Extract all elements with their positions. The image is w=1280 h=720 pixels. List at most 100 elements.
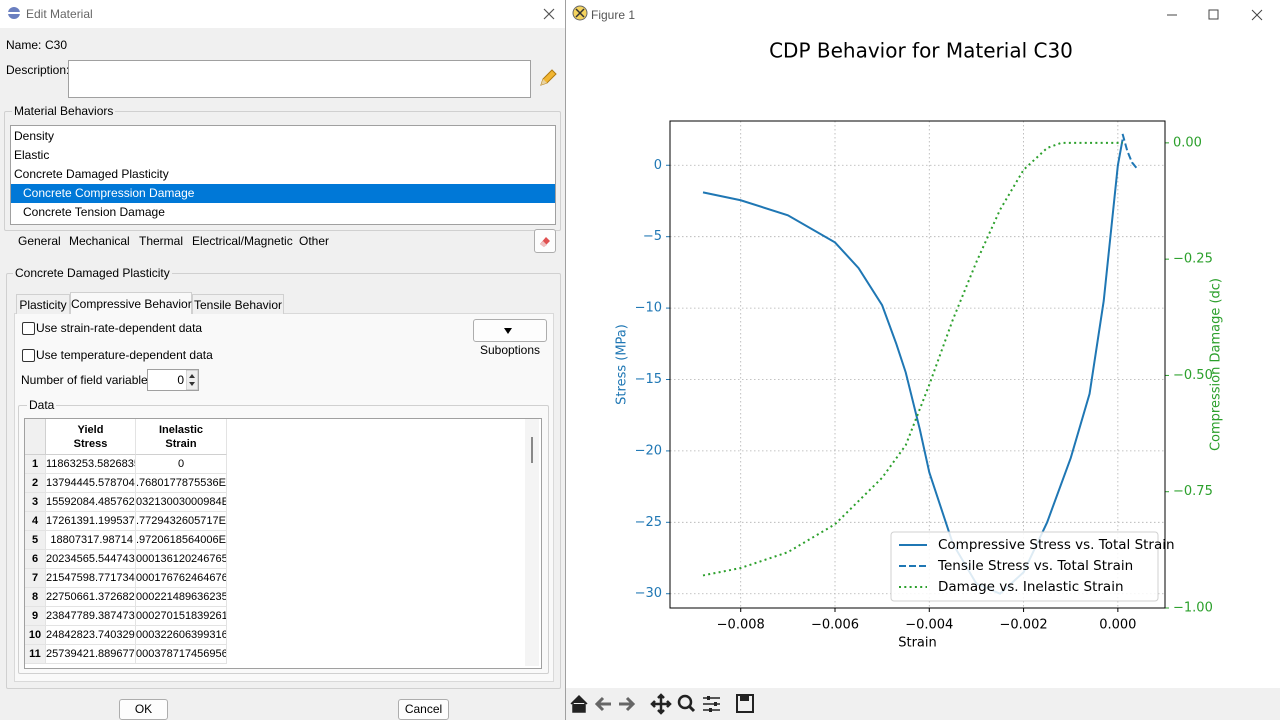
- name-label: Name:: [6, 38, 42, 52]
- x-axis-label: Strain: [898, 636, 937, 651]
- y2-tick-label: 0.00: [1173, 135, 1202, 150]
- y-tick-label: −15: [635, 372, 662, 387]
- table-cell[interactable]: 00032260639931653: [136, 626, 227, 645]
- table-cell[interactable]: 0: [136, 455, 227, 474]
- x-tick-label: −0.002: [1000, 618, 1048, 633]
- table-cell[interactable]: 11863253.5826835: [46, 455, 136, 474]
- data-table[interactable]: Yield Stress Inelastic Strain 1 11863253.58…: [24, 418, 542, 669]
- tab[interactable]: Compressive Behavior: [70, 292, 192, 314]
- y-tick-label: −20: [635, 443, 662, 458]
- row-number: 4: [25, 512, 46, 531]
- y2-axis-label: Compression Damage (dc): [1209, 278, 1224, 451]
- dialog-button[interactable]: OK: [119, 699, 168, 720]
- tab[interactable]: Plasticity: [16, 294, 70, 314]
- table-cell[interactable]: 22750661.3726821: [46, 588, 136, 607]
- dialog-button[interactable]: Cancel: [398, 699, 449, 720]
- tab[interactable]: Tensile Behavior: [192, 294, 284, 314]
- edit-icon[interactable]: [538, 68, 558, 88]
- menu-item[interactable]: Mechanical: [69, 234, 130, 248]
- close-button[interactable]: [543, 8, 555, 20]
- menu-item[interactable]: General: [18, 234, 61, 248]
- behavior-item[interactable]: Concrete Damaged Plasticity: [14, 167, 169, 181]
- window-title: Edit Material: [26, 7, 93, 21]
- eraser-icon: [540, 237, 550, 247]
- table-cell[interactable]: 20234565.544743: [46, 550, 136, 569]
- cdp-label: Concrete Damaged Plasticity: [13, 266, 172, 280]
- menu-item[interactable]: Electrical/Magnetic: [192, 234, 293, 248]
- y2-tick-label: −0.50: [1173, 368, 1213, 383]
- row-number: 9: [25, 607, 46, 626]
- table-cell[interactable]: 23847789.3874738: [46, 607, 136, 626]
- row-number: 3: [25, 493, 46, 512]
- row-number: 2: [25, 474, 46, 493]
- x-tick-label: 0.000: [1099, 618, 1136, 633]
- behaviors-list[interactable]: Density Elastic Concrete Damaged Plasticit…: [10, 125, 556, 225]
- table-cell[interactable]: 21547598.7717349: [46, 569, 136, 588]
- app-icon: [8, 7, 20, 19]
- x-tick-label: −0.008: [717, 618, 765, 633]
- row-number: 6: [25, 550, 46, 569]
- toolbar-icons[interactable]: [566, 688, 766, 720]
- field-variables-spinner[interactable]: 0: [147, 369, 199, 391]
- cdp-group: [6, 273, 561, 689]
- x-tick-label: −0.004: [905, 618, 953, 633]
- y-tick-label: −5: [643, 229, 662, 244]
- button-row: OK Cancel: [0, 699, 565, 720]
- table-cell[interactable]: 00017676246467698: [136, 569, 227, 588]
- legend-label: Tensile Stress vs. Total Strain: [937, 558, 1133, 574]
- table-cell[interactable]: 24842823.740329: [46, 626, 136, 645]
- table-cell[interactable]: 18807317.98714: [46, 531, 136, 550]
- menu-item[interactable]: Thermal: [139, 234, 184, 248]
- y-tick-label: −30: [635, 586, 662, 601]
- data-label: Data: [27, 398, 57, 412]
- table-cell[interactable]: 00022148963623506: [136, 588, 227, 607]
- suboptions-button[interactable]: Suboptions: [473, 319, 547, 357]
- description-label: Description:: [6, 63, 70, 77]
- y-tick-label: 0: [654, 158, 662, 173]
- checkbox[interactable]: [22, 349, 35, 362]
- behavior-item[interactable]: Density: [14, 129, 55, 143]
- checkbox-label: Use temperature-dependent data: [36, 348, 213, 362]
- window-controls[interactable]: [1166, 8, 1276, 22]
- dropdown-arrow: [504, 328, 512, 334]
- y2-tick-label: −0.75: [1173, 484, 1213, 499]
- scrollbar[interactable]: [525, 419, 539, 666]
- field-variables-value: 0: [177, 373, 184, 387]
- chart-title: CDP Behavior for Material C30: [769, 39, 1073, 63]
- description-input[interactable]: [68, 60, 531, 98]
- figure-window: Figure 1 CDP Behavior for Material C30 −…: [566, 0, 1280, 720]
- checkbox-group: Use strain-rate-dependent data Use temper…: [20, 320, 420, 364]
- corner-cell: [25, 419, 46, 455]
- chart: CDP Behavior for Material C30 −0.008 −0.0…: [615, 39, 1224, 651]
- table-cell[interactable]: 13794445.5787048: [46, 474, 136, 493]
- behaviors-group: [4, 111, 561, 231]
- checkbox[interactable]: [22, 322, 35, 335]
- column-header[interactable]: Inelastic Strain: [136, 419, 227, 455]
- row-number: 10: [25, 626, 46, 645]
- table-cell[interactable]: .7680177875536E-0: [136, 474, 227, 493]
- table-cell[interactable]: 0001361202467659(: [136, 550, 227, 569]
- table-cell[interactable]: .7729432605717E-0: [136, 512, 227, 531]
- data-group: [18, 405, 549, 674]
- table-cell[interactable]: 00037871745695638: [136, 645, 227, 664]
- table-cell[interactable]: 03213003000984E-0: [136, 493, 227, 512]
- spinner-arrows[interactable]: [186, 370, 198, 390]
- menu-item[interactable]: Other: [299, 234, 330, 248]
- x-tick-label: −0.006: [811, 618, 859, 633]
- edit-material-dialog: Edit Material Name: C30 Description: Mat…: [0, 0, 565, 720]
- table-cell[interactable]: 25739421.8896776: [46, 645, 136, 664]
- toolbar: [566, 688, 1280, 720]
- column-header[interactable]: Yield Stress: [46, 419, 136, 455]
- behavior-item[interactable]: Elastic: [14, 148, 50, 162]
- behavior-item[interactable]: Concrete Tension Damage: [23, 205, 165, 219]
- behavior-item[interactable]: Concrete Compression Damage: [11, 184, 555, 203]
- row-number: 5: [25, 531, 46, 550]
- table-cell[interactable]: 17261391.199537: [46, 512, 136, 531]
- table-cell[interactable]: 00027015183926130: [136, 607, 227, 626]
- scroll-thumb[interactable]: [531, 437, 533, 463]
- table-cell[interactable]: 15592084.4857627: [46, 493, 136, 512]
- eraser-button[interactable]: [534, 229, 556, 253]
- table-cell[interactable]: .9720618564006E-0: [136, 531, 227, 550]
